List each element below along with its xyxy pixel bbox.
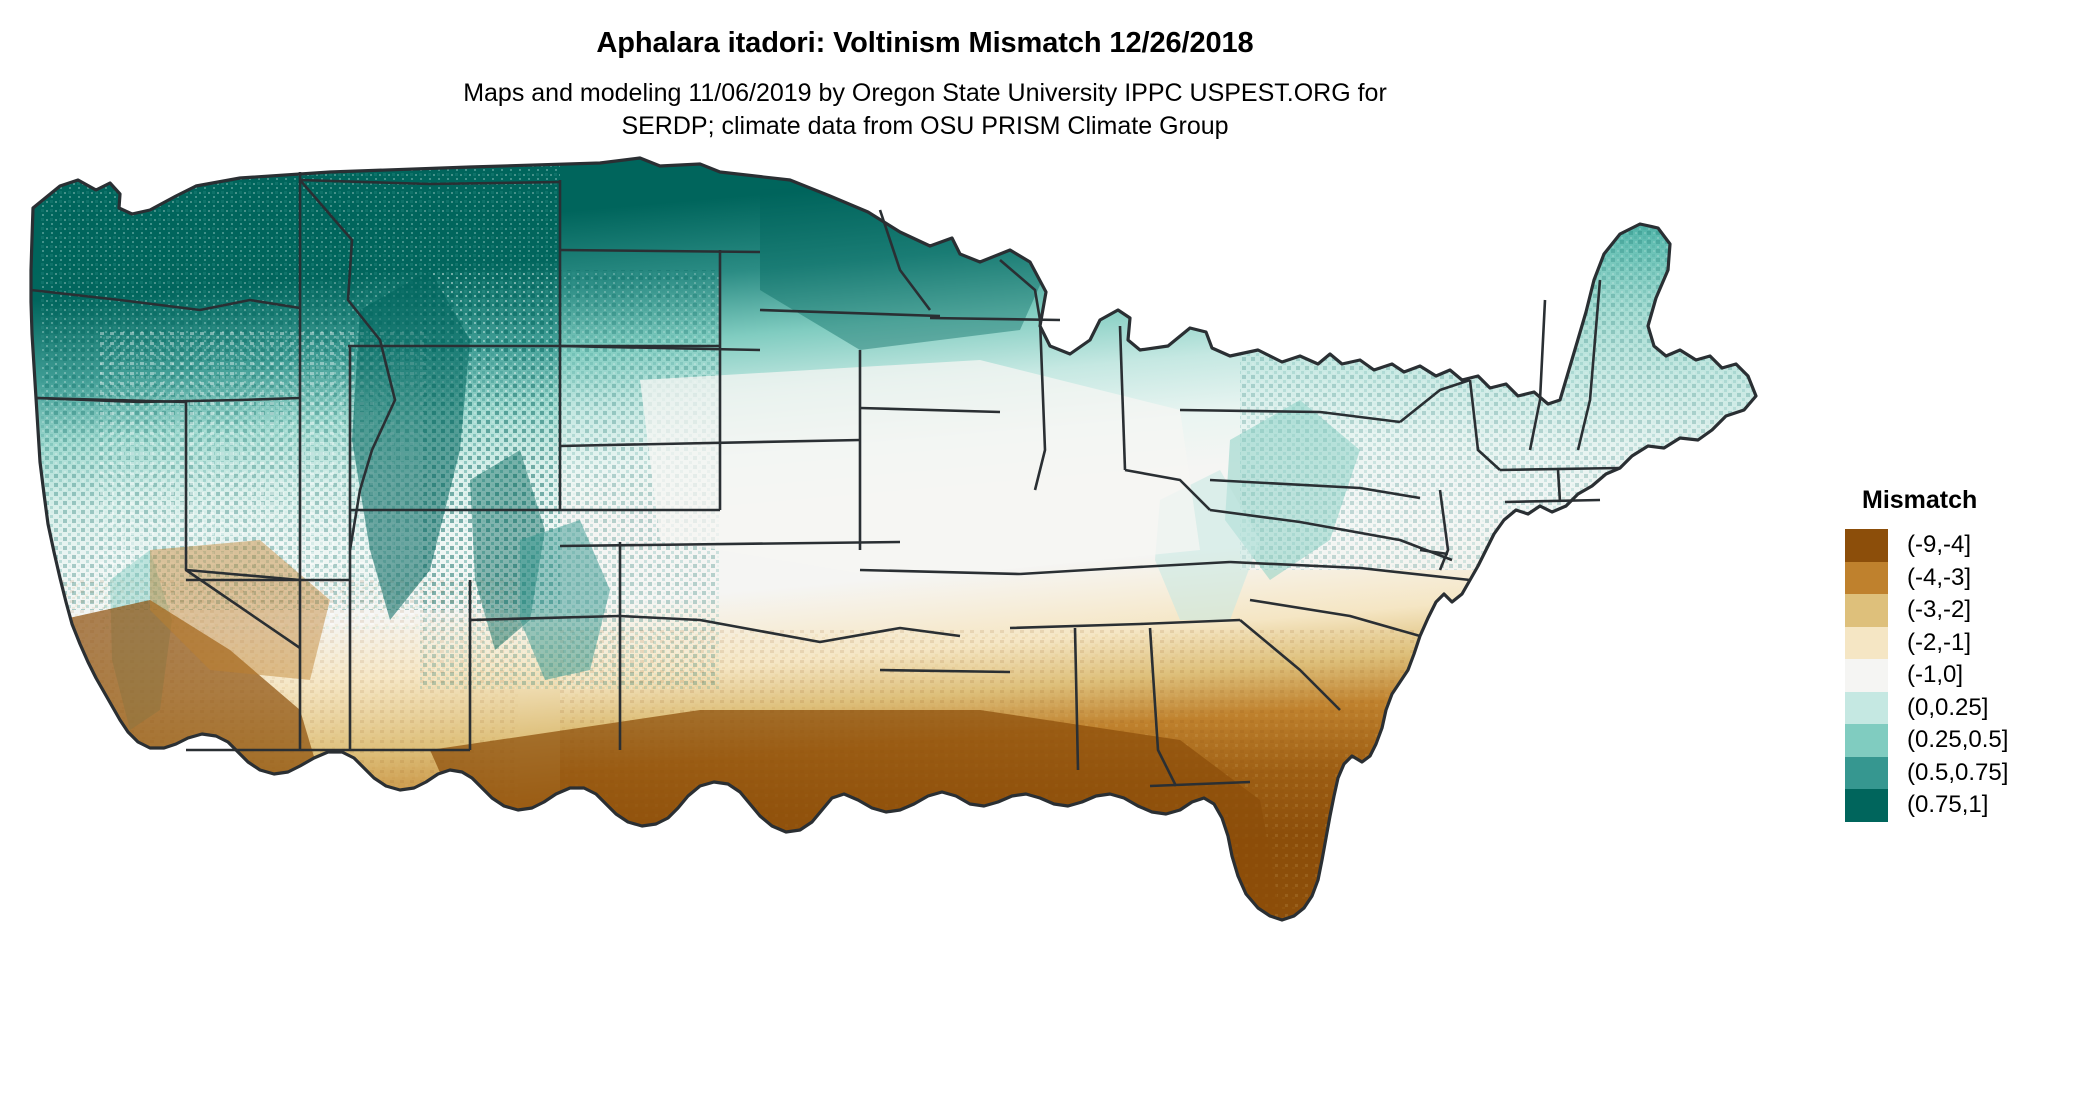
legend-label: (-9,-4] [1907,531,1972,559]
legend-label: (0.75,1] [1907,791,1989,819]
legend-row: (-9,-4] [1845,529,2085,562]
legend-color-swatch [1845,561,1888,594]
legend-color-swatch [1845,529,1888,562]
legend-color-swatch [1845,659,1888,692]
legend-color-swatch [1845,724,1888,757]
legend-row: (0,0.25] [1845,691,2085,724]
legend-label: (-1,0] [1907,661,1964,689]
map-legend: Mismatch (-9,-4] (-4,-3] (-3,-2] (-2,-1] (-1… [1845,486,2085,822]
legend-row: (0.75,1] [1845,789,2085,822]
figure-header: Aphalara itadori: Voltinism Mismatch 12/… [0,26,1850,143]
figure-subtitle: Maps and modeling 11/06/2019 by Oregon S… [0,77,1850,143]
legend-label: (-2,-1] [1907,628,1972,656]
legend-color-swatch [1845,691,1888,724]
page-title: Aphalara itadori: Voltinism Mismatch 12/… [596,27,1254,59]
legend-color-swatch [1845,789,1888,822]
legend-row: (-3,-2] [1845,594,2085,627]
figure-subtitle-line-1: Maps and modeling 11/06/2019 by Oregon S… [463,79,1387,107]
legend-color-swatch [1845,594,1888,627]
legend-color-swatch [1845,626,1888,659]
legend-row: (0.25,0.5] [1845,724,2085,757]
state-borders [30,172,1621,788]
legend-row: (-4,-3] [1845,561,2085,594]
legend-row: (-2,-1] [1845,626,2085,659]
legend-label: (-3,-2] [1907,596,1972,624]
us-national-border [29,156,1758,922]
raster-mismatch-surface [31,158,1756,920]
legend-title: Mismatch [1862,486,1978,514]
legend-label: (0.25,0.5] [1907,726,2009,754]
legend-items: (-9,-4] (-4,-3] (-3,-2] (-2,-1] (-1,0] (0,0.2… [1845,529,2085,822]
legend-color-swatch [1845,756,1888,789]
us-voltinism-mismatch-map [29,156,1758,922]
legend-label: (0,0.25] [1907,693,1989,721]
choropleth-map-panel [0,150,1840,1050]
figure-subtitle-line-2: SERDP; climate data from OSU PRISM Clima… [621,112,1229,140]
legend-label: (0.5,0.75] [1907,758,2009,786]
legend-row: (-1,0] [1845,659,2085,692]
legend-label: (-4,-3] [1907,563,1972,591]
legend-row: (0.5,0.75] [1845,756,2085,789]
